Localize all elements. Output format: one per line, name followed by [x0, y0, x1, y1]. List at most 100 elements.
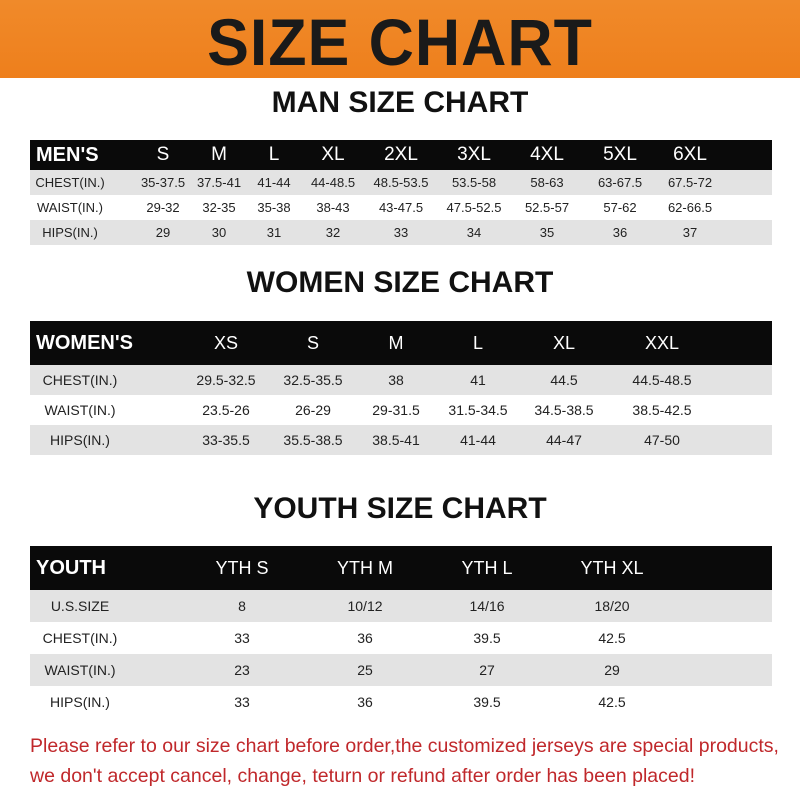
size-header: S	[306, 333, 320, 353]
table-label: YOUTH	[36, 557, 106, 579]
table-cell: 53.5-58	[451, 175, 497, 190]
table-cell: 29-31.5	[372, 402, 420, 418]
table-label: WOMEN'S	[36, 332, 133, 354]
measure-label: WAIST(IN.)	[44, 402, 116, 418]
table-cell: 30	[211, 225, 227, 240]
women-header-row: WOMEN'S XS S M L XL XXL	[30, 321, 772, 365]
table-cell: 25	[357, 662, 373, 678]
size-header: XL	[552, 333, 576, 353]
table-cell: 36	[357, 694, 373, 710]
table-cell: 34	[466, 225, 482, 240]
measure-label: WAIST(IN.)	[44, 662, 116, 678]
table-row: CHEST(IN.) 29.5-32.5 32.5-35.5 38 41 44.5 44.5…	[30, 365, 772, 395]
table-cell: 33-35.5	[202, 432, 250, 448]
table-cell: 36	[357, 630, 373, 646]
table-cell: 35-38	[257, 200, 291, 215]
table-cell: 67.5-72	[667, 175, 713, 190]
table-cell: 14/16	[469, 598, 505, 614]
table-cell: 44-48.5	[310, 175, 356, 190]
size-header: 4XL	[530, 144, 564, 165]
table-cell: 35.5-38.5	[283, 432, 343, 448]
table-cell: 37.5-41	[196, 175, 242, 190]
size-header: L	[268, 144, 280, 165]
table-row: CHEST(IN.) 35-37.5 37.5-41 41-44 44-48.5 48.5…	[30, 170, 772, 195]
measure-label: CHEST(IN.)	[42, 372, 118, 388]
size-header: M	[388, 333, 404, 353]
size-header: YTH XL	[580, 558, 644, 578]
table-cell: 41	[470, 372, 486, 388]
youth-header-row: YOUTH YTH S YTH M YTH L YTH XL	[30, 546, 772, 590]
table-cell: 32	[325, 225, 341, 240]
table-cell: 37	[682, 225, 698, 240]
table-cell: 38.5-41	[372, 432, 420, 448]
table-cell: 27	[479, 662, 495, 678]
measure-label: U.S.SIZE	[50, 598, 110, 614]
table-cell: 44.5	[550, 372, 578, 388]
women-section-title: WOMEN SIZE CHART	[246, 266, 554, 299]
table-cell: 38	[388, 372, 404, 388]
size-header: YTH S	[215, 558, 269, 578]
table-cell: 48.5-53.5	[373, 175, 429, 190]
size-header: XL	[321, 144, 345, 165]
table-cell: 44.5-48.5	[632, 372, 692, 388]
table-row: WAIST(IN.) 23 25 27 29	[30, 654, 772, 686]
table-cell: 33	[234, 630, 250, 646]
table-cell: 31	[266, 225, 282, 240]
table-row: WAIST(IN.) 29-32 32-35 35-38 38-43 43-47.5 47.…	[30, 195, 772, 220]
table-cell: 42.5	[598, 694, 626, 710]
size-header: YTH L	[461, 558, 513, 578]
table-cell: 44-47	[546, 432, 582, 448]
youth-size-table: YOUTH YTH S YTH M YTH L YTH XL U.S.SIZE 8 10/12…	[30, 546, 772, 718]
table-cell: 57-62	[603, 200, 637, 215]
table-cell: 26-29	[295, 402, 331, 418]
table-cell: 47-50	[644, 432, 680, 448]
size-header: L	[472, 333, 484, 353]
footer-line-2: we don't accept cancel, change, teturn o…	[30, 765, 695, 787]
table-cell: 38-43	[316, 200, 350, 215]
table-row: CHEST(IN.) 33 36 39.5 42.5	[30, 622, 772, 654]
table-cell: 29-32	[146, 200, 180, 215]
table-cell: 43-47.5	[378, 200, 424, 215]
table-cell: 41-44	[460, 432, 496, 448]
table-row: WAIST(IN.) 23.5-26 26-29 29-31.5 31.5-34.5 34…	[30, 395, 772, 425]
size-header: M	[211, 144, 227, 165]
table-row: U.S.SIZE 8 10/12 14/16 18/20	[30, 590, 772, 622]
table-cell: 36	[612, 225, 628, 240]
women-size-table: WOMEN'S XS S M L XL XXL CHEST(IN.) 29.5-32.5 32.5…	[30, 321, 772, 455]
banner: SIZE CHART	[0, 0, 800, 79]
table-row: HIPS(IN.) 33-35.5 35.5-38.5 38.5-41 41-44 44-…	[30, 425, 772, 455]
youth-section-title: YOUTH SIZE CHART	[253, 492, 547, 525]
size-header: S	[156, 144, 170, 165]
men-header-row: MEN'S S M L XL 2XL 3XL 4XL 5XL 6XL	[30, 140, 772, 170]
size-header: YTH M	[337, 558, 393, 578]
table-cell: 31.5-34.5	[448, 402, 508, 418]
table-cell: 39.5	[473, 630, 501, 646]
table-label: MEN'S	[36, 144, 99, 166]
table-cell: 23	[234, 662, 250, 678]
table-cell: 32-35	[202, 200, 236, 215]
size-header: 2XL	[384, 144, 418, 165]
table-cell: 38.5-42.5	[632, 402, 692, 418]
men-section-title: MAN SIZE CHART	[271, 86, 529, 119]
table-cell: 52.5-57	[524, 200, 570, 215]
measure-label: CHEST(IN.)	[42, 630, 118, 646]
measure-label: HIPS(IN.)	[50, 694, 110, 710]
measure-label: WAIST(IN.)	[37, 200, 103, 215]
measure-label: HIPS(IN.)	[50, 432, 110, 448]
table-cell: 35	[539, 225, 555, 240]
size-header: 3XL	[457, 144, 491, 165]
table-cell: 23.5-26	[202, 402, 250, 418]
measure-label: HIPS(IN.)	[42, 225, 98, 240]
table-cell: 10/12	[347, 598, 383, 614]
table-cell: 18/20	[594, 598, 630, 614]
table-cell: 34.5-38.5	[534, 402, 594, 418]
table-cell: 8	[238, 598, 246, 614]
table-cell: 62-66.5	[667, 200, 713, 215]
measure-label: CHEST(IN.)	[35, 175, 105, 190]
table-cell: 29	[155, 225, 171, 240]
footer-notice: Please refer to our size chart before or…	[30, 731, 790, 791]
table-cell: 47.5-52.5	[446, 200, 502, 215]
men-size-table: MEN'S S M L XL 2XL 3XL 4XL 5XL 6XL CHEST(IN.) 35-37…	[30, 140, 772, 245]
size-header: XXL	[644, 333, 680, 353]
table-cell: 32.5-35.5	[283, 372, 343, 388]
